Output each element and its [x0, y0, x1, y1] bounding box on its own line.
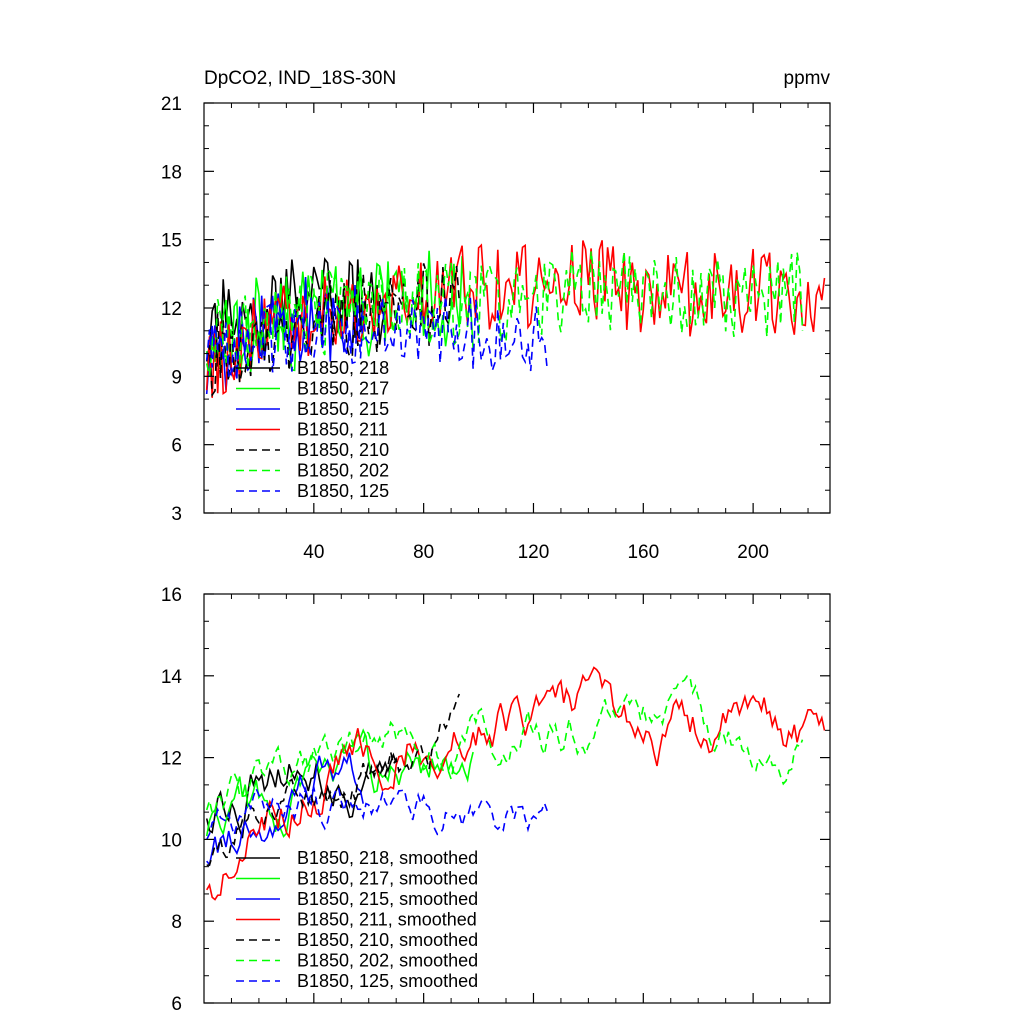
series-line-bottom-2: [206, 752, 364, 867]
legend-label: B1850, 215, smoothed: [297, 889, 478, 909]
y-tick-label: 6: [171, 994, 182, 1015]
x-tick-label: 120: [518, 542, 550, 563]
legend-label: B1850, 125, smoothed: [297, 971, 478, 991]
series-line-bottom-4: [206, 693, 461, 866]
y-tick-label: 8: [171, 912, 182, 933]
legend-entry: B1850, 217: [236, 379, 389, 399]
top-panel: DpCO2, IND_18S-30N ppmv 3 6 9 12 15 18 21 40 80 1…: [161, 68, 831, 563]
x-tick-label: 200: [737, 542, 769, 563]
y-tick-label: 12: [161, 749, 182, 770]
y-tick-label: 10: [161, 830, 182, 851]
legend-label: B1850, 211: [297, 420, 388, 440]
bottom-axes: 6 8 10 12 14 16: [161, 585, 831, 1015]
legend-entry: B1850, 210, smoothed: [236, 930, 478, 950]
legend-label: B1850, 202, smoothed: [297, 951, 478, 971]
y-tick-label: 16: [161, 585, 182, 606]
legend-label: B1850, 217, smoothed: [297, 869, 478, 889]
legend-label: B1850, 210, smoothed: [297, 930, 478, 950]
x-tick-label: 80: [413, 542, 434, 563]
chart-title-right: ppmv: [784, 68, 831, 89]
series-line-top-6: [205, 296, 548, 379]
legend-entry: B1850, 217, smoothed: [236, 869, 478, 889]
y-tick-label: 9: [171, 367, 182, 388]
legend-label: B1850, 202: [297, 461, 389, 481]
legend-label: B1850, 217: [297, 379, 389, 399]
y-tick-label: 6: [171, 436, 182, 457]
legend-label: B1850, 210: [297, 440, 389, 460]
chart-title-left: DpCO2, IND_18S-30N: [204, 68, 396, 89]
legend-entry: B1850, 202, smoothed: [236, 951, 478, 971]
x-tick-label: 160: [627, 542, 659, 563]
legend-entry: B1850, 210: [236, 440, 389, 460]
y-tick-label: 21: [161, 94, 182, 115]
legend-label: B1850, 125: [297, 481, 389, 501]
y-tick-label: 12: [161, 299, 182, 320]
y-tick-label: 15: [161, 231, 182, 252]
legend-entry: B1850, 215: [236, 399, 389, 419]
series-line-bottom-6: [205, 784, 548, 841]
y-tick-label: 3: [171, 504, 182, 525]
legend-label: B1850, 215: [297, 399, 389, 419]
legend-label: B1850, 218, smoothed: [297, 848, 478, 868]
series-line-top-3: [205, 240, 826, 398]
series-line-bottom-3: [206, 666, 826, 901]
x-tick-label: 40: [303, 542, 324, 563]
plot-frame: [203, 593, 831, 1004]
legend-label: B1850, 211, smoothed: [297, 910, 477, 930]
legend-entry: B1850, 218: [236, 358, 389, 378]
y-tick-label: 14: [161, 667, 183, 688]
series-line-bottom-0: [205, 752, 397, 839]
legend-entry: B1850, 125, smoothed: [236, 971, 478, 991]
legend-entry: B1850, 202: [236, 461, 389, 481]
legend-entry: B1850, 215, smoothed: [236, 889, 478, 909]
legend-entry: B1850, 125: [236, 481, 389, 501]
legend-label: B1850, 218: [297, 358, 389, 378]
y-tick-label: 18: [161, 162, 182, 183]
legend-entry: B1850, 211, smoothed: [236, 910, 477, 930]
legend-entry: B1850, 211: [236, 420, 388, 440]
top-axes: 3 6 9 12 15 18 21 40 80 120 160 200: [161, 94, 831, 563]
series-line-bottom-5: [205, 674, 804, 814]
bottom-series-group: [205, 666, 826, 901]
legend-entry: B1850, 218, smoothed: [236, 848, 478, 868]
